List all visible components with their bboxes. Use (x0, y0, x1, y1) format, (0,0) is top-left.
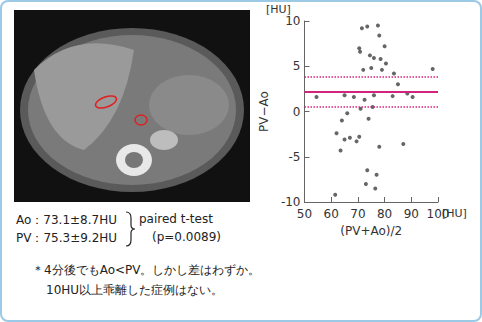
svg-text:10: 10 (285, 14, 300, 28)
svg-text:5: 5 (293, 59, 301, 73)
svg-text:80: 80 (377, 207, 392, 221)
html-text:10HU以上乖離した症例はない。: 10HU以上乖離した症例はない。 (46, 283, 224, 297)
html-text:PV：75.3±9.2HU: PV：75.3±9.2HU (16, 231, 118, 245)
svg-text:90: 90 (404, 207, 419, 221)
svg-text:-5: -5 (289, 150, 301, 164)
html-text:paired t-test: paired t-test (139, 212, 213, 226)
svg-text:(PV+Ao)/2: (PV+Ao)/2 (340, 224, 402, 238)
svg-text:0: 0 (293, 105, 301, 119)
svg-text:[HU]: [HU] (442, 207, 467, 220)
svg-text:-10: -10 (280, 195, 301, 209)
html-text:＊4分後でもAo<PV。しかし差はわずか。: ＊4分後でもAo<PV。しかし差はわずか。 (32, 263, 261, 277)
svg-text:70: 70 (350, 207, 365, 221)
svg-text:[HU]: [HU] (266, 3, 291, 16)
svg-text:60: 60 (324, 207, 339, 221)
html-text:(p=0.0089): (p=0.0089) (152, 230, 221, 244)
svg-text:50: 50 (297, 207, 312, 221)
svg-text:100: 100 (427, 207, 450, 221)
svg-text:PV−Ao: PV−Ao (257, 91, 271, 132)
html-text:Ao：73.1±8.7HU: Ao：73.1±8.7HU (16, 213, 117, 227)
